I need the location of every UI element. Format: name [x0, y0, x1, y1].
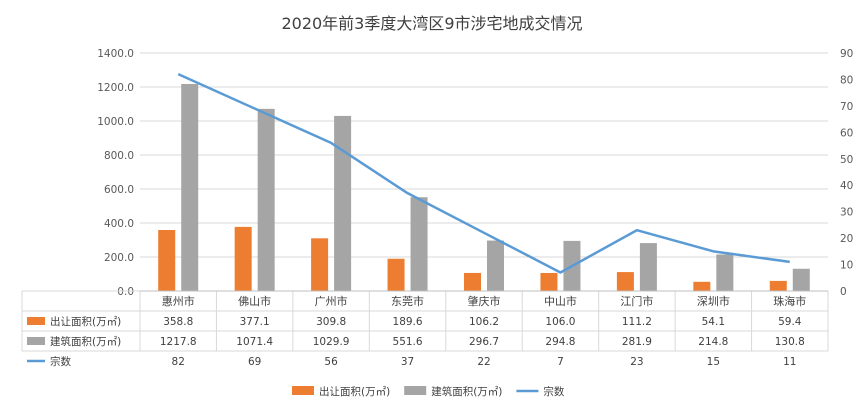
bar [639, 243, 657, 291]
table-cell-value: 309.8 [316, 316, 346, 328]
category-label: 肇庆市 [468, 294, 501, 308]
bar [257, 108, 275, 291]
table-cell-value: 358.8 [163, 316, 193, 328]
legend: 出让面积(万㎡) 建筑面积(万㎡) 宗数 [292, 385, 565, 398]
bar [769, 280, 787, 291]
table-series-name: 出让面积(万㎡) [50, 315, 121, 328]
bar [181, 83, 199, 291]
legend-swatch [404, 386, 427, 395]
legend-label: 出让面积(万㎡) [319, 385, 390, 398]
table-cell-value: 1029.9 [313, 336, 350, 348]
table-series-name: 宗数 [50, 355, 71, 368]
table-cell-value: 106.2 [469, 316, 499, 328]
right-tick-label: 90 [840, 48, 853, 60]
category-label: 惠州市 [162, 294, 195, 308]
legend-swatch [292, 386, 314, 395]
left-tick-label: 200.0 [104, 252, 134, 264]
table-cell-value: 37 [401, 356, 414, 368]
bar [792, 268, 810, 291]
bar [234, 226, 252, 291]
bar [540, 272, 558, 291]
category-label: 深圳市 [697, 294, 730, 308]
left-tick-label: 0.0 [117, 286, 134, 298]
count-line [177, 73, 790, 274]
bar [334, 115, 352, 292]
category-label: 中山市 [544, 294, 577, 308]
table-cell-value: 59.4 [778, 316, 802, 328]
table-cell-value: 189.6 [393, 316, 423, 328]
category-label: 佛山市 [238, 294, 271, 308]
table-cell-value: 111.2 [622, 316, 652, 328]
category-label: 东莞市 [391, 294, 424, 308]
table-cell-value: 130.8 [775, 336, 805, 348]
left-tick-label: 400.0 [104, 218, 134, 230]
gridlines [140, 52, 828, 258]
chart-title: 2020年前3季度大湾区9市涉宅地成交情况 [281, 14, 582, 33]
right-tick-label: 40 [840, 180, 853, 192]
table-cell-value: 281.9 [622, 336, 652, 348]
table-cell-value: 56 [324, 356, 338, 368]
right-tick-label: 30 [840, 207, 853, 219]
table-cell-value: 15 [707, 356, 720, 368]
category-label: 广州市 [315, 294, 348, 308]
table-legend-swatch [27, 337, 45, 345]
table-cell-value: 82 [172, 356, 185, 368]
bar [387, 258, 405, 291]
count-line-path [177, 73, 790, 274]
right-tick-label: 70 [840, 101, 853, 113]
category-label: 珠海市 [773, 294, 806, 308]
table-cell-value: 294.8 [545, 336, 575, 348]
table-cell-value: 1071.4 [236, 336, 273, 348]
table-legend-swatch [27, 317, 45, 325]
right-tick-label: 50 [840, 154, 853, 166]
legend-label: 建筑面积(万㎡) [431, 385, 502, 398]
left-tick-label: 800.0 [104, 150, 134, 162]
right-axis-ticks: 0 10 20 30 40 50 60 70 80 90 [840, 48, 853, 298]
table-cell-value: 69 [248, 356, 261, 368]
legend-label: 宗数 [543, 385, 564, 398]
bars [158, 83, 810, 292]
bar [616, 272, 634, 291]
bar [693, 281, 711, 291]
table-cell-value: 23 [630, 356, 643, 368]
bar [311, 238, 329, 291]
right-tick-label: 10 [840, 260, 853, 272]
left-axis-ticks: 0.0 200.0 400.0 600.0 800.0 1000.0 1200.0 1400.… [97, 48, 134, 298]
left-tick-label: 1400.0 [97, 48, 134, 60]
bar [716, 254, 734, 291]
table-cell-value: 106.0 [545, 316, 575, 328]
bar [487, 240, 504, 291]
table-cell-value: 11 [783, 356, 796, 368]
right-tick-label: 80 [840, 74, 853, 86]
table-cell-value: 214.8 [698, 336, 728, 348]
table-cell-value: 7 [557, 356, 564, 368]
table-cell-value: 296.7 [469, 336, 499, 348]
table-series-name: 建筑面积(万㎡) [50, 335, 121, 348]
bar [158, 230, 176, 291]
right-tick-label: 0 [840, 286, 847, 298]
table-cell-value: 54.1 [702, 316, 725, 328]
table-cell-value: 1217.8 [160, 336, 197, 348]
bar [464, 272, 481, 291]
left-tick-label: 1200.0 [97, 82, 134, 94]
left-tick-label: 600.0 [104, 184, 134, 196]
right-tick-label: 60 [840, 127, 853, 139]
table-cell-value: 377.1 [240, 316, 270, 328]
right-tick-label: 20 [840, 233, 853, 245]
table-cell-value: 22 [477, 356, 490, 368]
table-cell-value: 551.6 [393, 336, 423, 348]
left-tick-label: 1000.0 [97, 116, 134, 128]
bar [410, 197, 428, 291]
category-label: 江门市 [620, 294, 653, 308]
